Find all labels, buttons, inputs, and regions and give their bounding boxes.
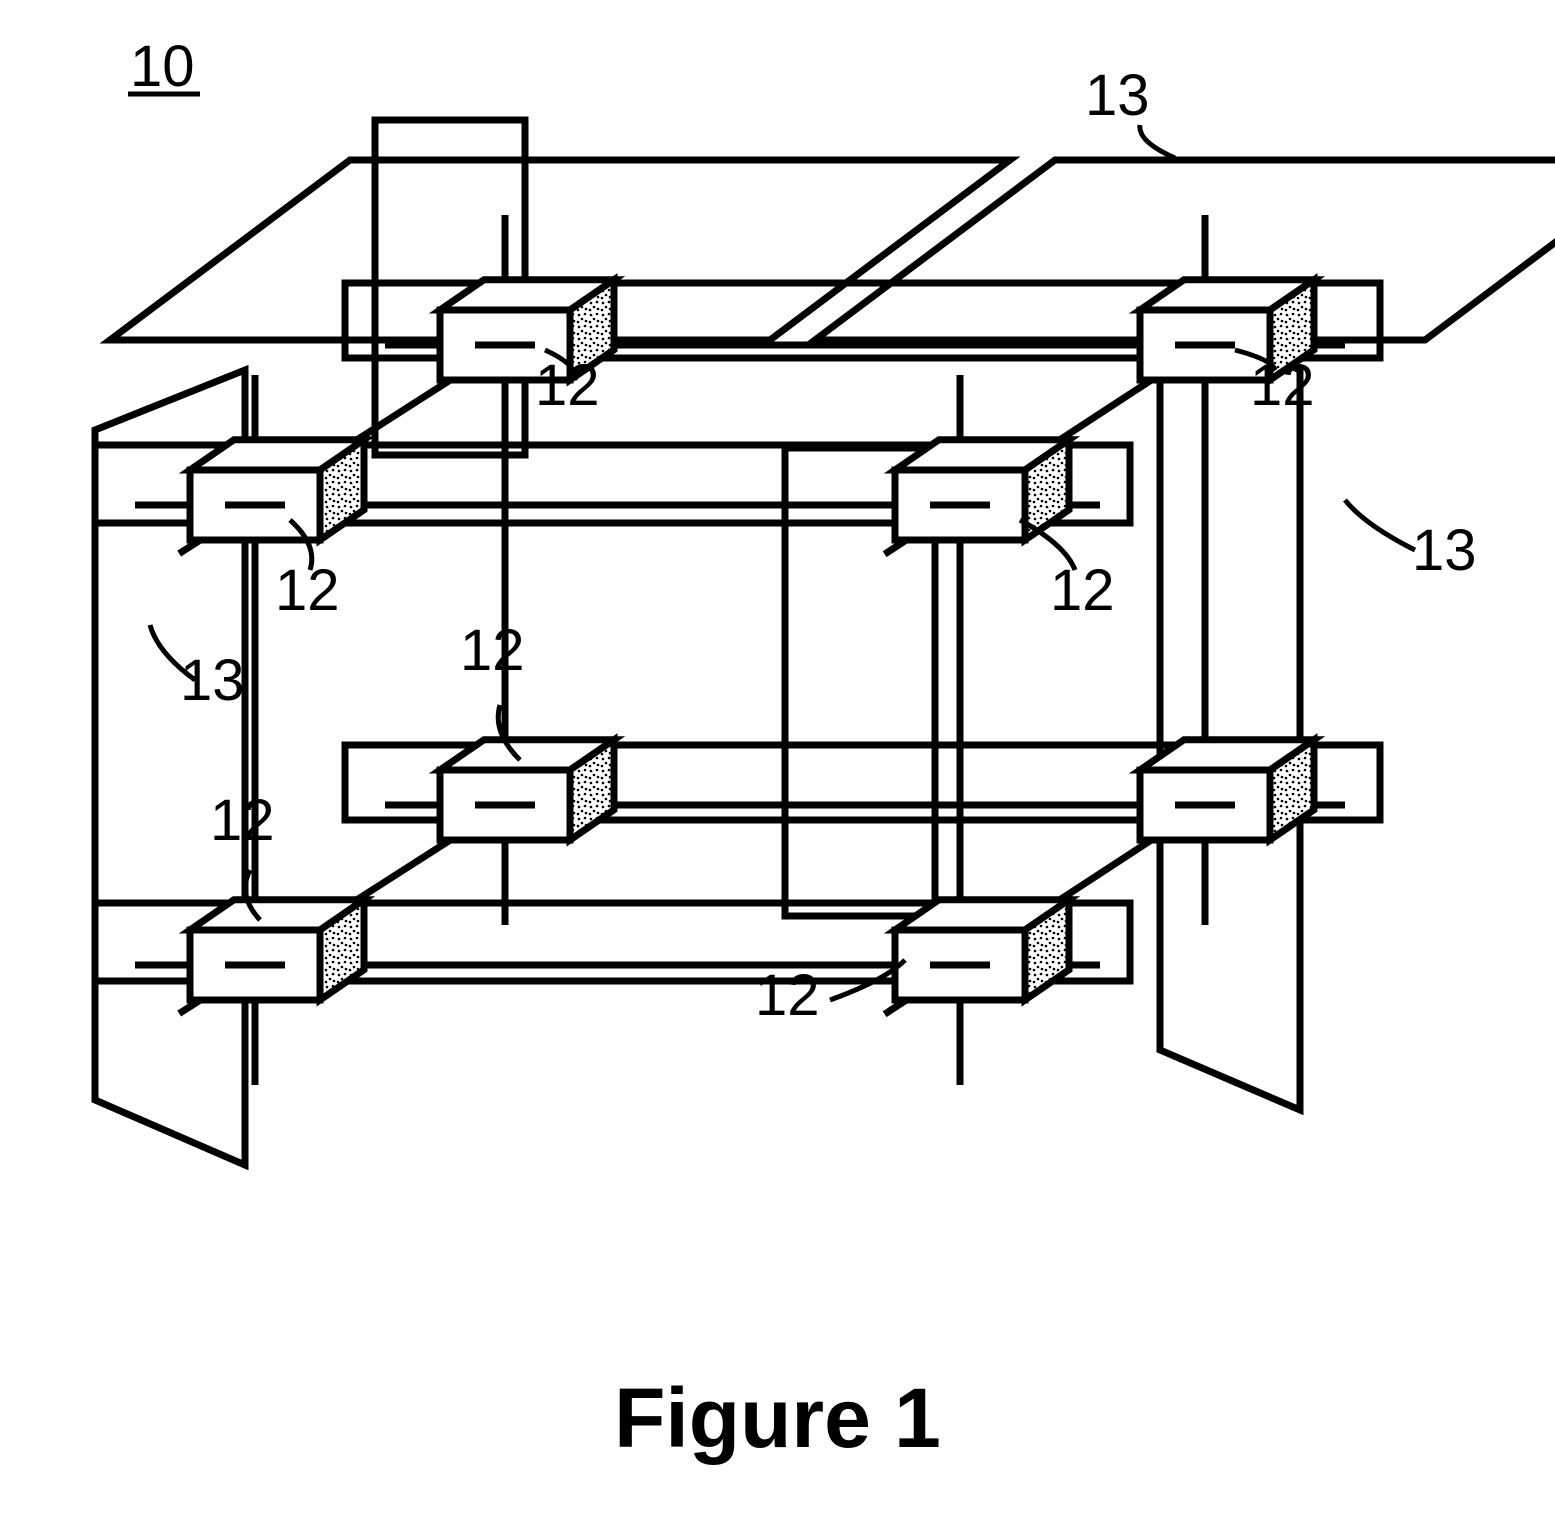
node-label: 12 <box>275 558 340 623</box>
node-cube-G <box>895 440 1069 540</box>
node-label: 12 <box>460 618 525 683</box>
node-label: 12 <box>755 963 820 1028</box>
node-label: 12 <box>1050 558 1115 623</box>
slab-label: 13 <box>180 648 245 713</box>
slab-front-right <box>1160 310 1300 1110</box>
node-cube-B <box>440 740 614 840</box>
diagram-svg: 13 13 13 12 12 12 12 12 12 12 10 <box>0 0 1555 1517</box>
node-label: 12 <box>1250 353 1315 418</box>
slab-label: 13 <box>1085 63 1150 128</box>
leader-line <box>1140 125 1175 158</box>
node-cube-D <box>1140 740 1314 840</box>
figure-canvas: 13 13 13 12 12 12 12 12 12 12 10 Figure 1 <box>0 0 1555 1517</box>
slab-label: 13 <box>1412 518 1477 583</box>
structure-id-label: 10 <box>130 34 195 99</box>
node-cube-A <box>190 900 364 1000</box>
node-cube-C <box>895 900 1069 1000</box>
node-label: 12 <box>210 788 275 853</box>
leader-line <box>1345 500 1415 550</box>
figure-caption: Figure 1 <box>0 1370 1555 1467</box>
node-label: 12 <box>535 353 600 418</box>
node-cube-E <box>190 440 364 540</box>
